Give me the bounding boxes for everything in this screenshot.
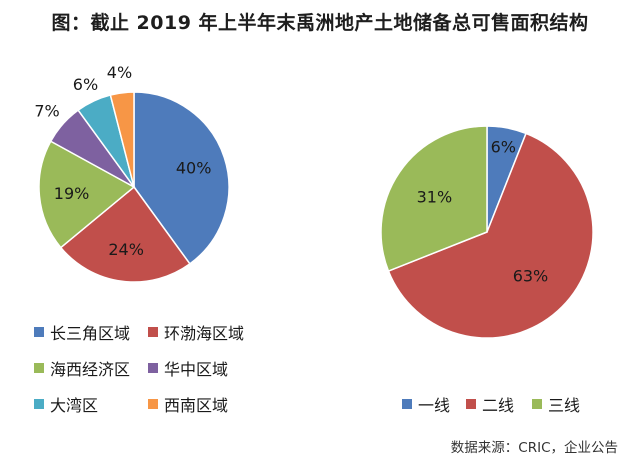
pie-slice-三线	[380, 125, 488, 272]
legend-item-长三角区域: 长三角区域	[34, 320, 130, 344]
legend-item-一线: 一线	[402, 392, 450, 416]
pie-slice-长三角区域	[133, 91, 230, 265]
pie-slice-二线	[387, 132, 594, 339]
legend-item-海西经济区: 海西经济区	[34, 356, 130, 380]
legend-swatch	[466, 399, 476, 409]
data-label-长三角区域: 40%	[176, 159, 212, 178]
legend-swatch	[34, 399, 44, 409]
legend-label: 三线	[548, 396, 581, 415]
data-label-三线: 31%	[417, 187, 453, 206]
legend-item-西南区域: 西南区域	[148, 392, 228, 416]
legend-item-环渤海区域: 环渤海区域	[148, 320, 244, 344]
legend-swatch	[34, 327, 44, 337]
legend-swatch	[148, 327, 158, 337]
legend-item-二线: 二线	[466, 392, 514, 416]
legend-label: 环渤海区域	[164, 324, 245, 343]
legend-label: 长三角区域	[50, 324, 131, 343]
data-label-二线: 63%	[513, 266, 549, 285]
data-label-海西经济区: 19%	[54, 184, 90, 203]
source-note: 数据来源：CRIC，企业公告	[450, 440, 618, 456]
legend-swatch	[402, 399, 412, 409]
chart-title: 图：截止 2019 年上半年末禹洲地产土地储备总可售面积结构	[51, 12, 589, 34]
data-label-一线: 6%	[491, 138, 516, 157]
legend-label: 二线	[482, 396, 515, 415]
legend-swatch	[148, 399, 158, 409]
pie-chart-city-tiers: 6% 63% 31%	[380, 125, 594, 339]
legend-label: 海西经济区	[50, 360, 131, 379]
legend-swatch	[148, 363, 158, 373]
legend-label: 一线	[418, 396, 451, 415]
pie-slice-海西经济区	[38, 140, 136, 249]
pie-chart-regions: 40% 24% 19% 7% 6% 4%	[34, 63, 230, 283]
legend-item-三线: 三线	[532, 392, 580, 416]
pie-slice-西南区域	[109, 91, 135, 188]
data-label-大湾区: 6%	[73, 75, 98, 94]
data-label-环渤海区域: 24%	[108, 240, 144, 259]
legend-swatch	[34, 363, 44, 373]
legend-item-大湾区: 大湾区	[34, 392, 98, 416]
data-label-西南区域: 4%	[107, 63, 132, 82]
legend-label: 西南区域	[164, 396, 229, 415]
legend-swatch	[532, 399, 542, 409]
data-label-华中区域: 7%	[34, 101, 59, 120]
pie-slice-环渤海区域	[59, 185, 191, 283]
legend-label: 大湾区	[50, 396, 99, 415]
legend-label: 华中区域	[164, 360, 229, 379]
legend-item-华中区域: 华中区域	[148, 356, 228, 380]
